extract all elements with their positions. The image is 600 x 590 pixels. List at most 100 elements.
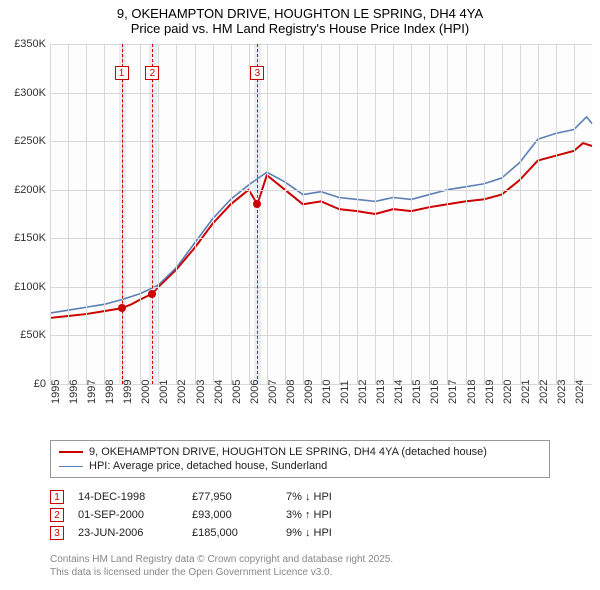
y-axis-label: £200K — [2, 184, 46, 196]
sales-price: £77,950 — [192, 491, 272, 503]
sales-table: 1 14-DEC-1998 £77,950 7% ↓ HPI 2 01-SEP-2000 £… — [50, 488, 366, 542]
x-axis-label: 2017 — [447, 380, 459, 404]
x-axis-label: 1999 — [122, 380, 134, 404]
x-axis-label: 2023 — [556, 380, 568, 404]
gridline-v — [176, 44, 177, 384]
x-axis-label: 2018 — [466, 380, 478, 404]
x-axis-label: 2009 — [303, 380, 315, 404]
x-axis-label: 2005 — [231, 380, 243, 404]
legend-swatch-series2 — [59, 466, 83, 467]
sale-dot — [253, 200, 261, 208]
plot-region: 1 2 3 — [50, 44, 592, 384]
x-axis-label: 2010 — [321, 380, 333, 404]
gridline-v — [249, 44, 250, 384]
gridline-v — [357, 44, 358, 384]
y-axis-label: £50K — [2, 329, 46, 341]
x-axis-label: 2007 — [267, 380, 279, 404]
sales-date: 01-SEP-2000 — [78, 509, 178, 521]
sales-marker-ref: 3 — [50, 526, 64, 540]
sale-marker-line — [122, 44, 123, 384]
sales-hpi-delta: 7% ↓ HPI — [286, 491, 366, 503]
gridline-v — [393, 44, 394, 384]
y-axis-label: £250K — [2, 135, 46, 147]
x-axis-label: 1998 — [104, 380, 116, 404]
x-axis-label: 2013 — [375, 380, 387, 404]
sales-marker-ref: 1 — [50, 490, 64, 504]
gridline-v — [285, 44, 286, 384]
gridline-v — [195, 44, 196, 384]
gridline-v — [574, 44, 575, 384]
legend-label-series2: HPI: Average price, detached house, Sund… — [89, 460, 327, 472]
legend-row: HPI: Average price, detached house, Sund… — [59, 459, 541, 473]
x-axis-label: 2020 — [502, 380, 514, 404]
x-axis-label: 2001 — [158, 380, 170, 404]
x-axis-label: 1996 — [68, 380, 80, 404]
sale-dot — [118, 304, 126, 312]
gridline-v — [231, 44, 232, 384]
gridline-v — [538, 44, 539, 384]
gridline-v — [140, 44, 141, 384]
x-axis-label: 2012 — [357, 380, 369, 404]
legend-label-series1: 9, OKEHAMPTON DRIVE, HOUGHTON LE SPRING,… — [89, 446, 487, 458]
sales-price: £93,000 — [192, 509, 272, 521]
sale-dot — [148, 290, 156, 298]
sales-hpi-delta: 3% ↑ HPI — [286, 509, 366, 521]
footnote-line1: Contains HM Land Registry data © Crown c… — [50, 554, 393, 567]
x-axis-label: 2011 — [339, 380, 351, 404]
legend-box: 9, OKEHAMPTON DRIVE, HOUGHTON LE SPRING,… — [50, 440, 550, 478]
sales-hpi-delta: 9% ↓ HPI — [286, 527, 366, 539]
title-line2: Price paid vs. HM Land Registry's House … — [0, 21, 600, 36]
sale-marker-box: 3 — [250, 66, 264, 80]
x-axis-label: 2000 — [140, 380, 152, 404]
gridline-v — [411, 44, 412, 384]
x-axis-label: 1997 — [86, 380, 98, 404]
gridline-v — [267, 44, 268, 384]
sales-date: 23-JUN-2006 — [78, 527, 178, 539]
gridline-v — [520, 44, 521, 384]
y-axis-label: £350K — [2, 38, 46, 50]
gridline-v — [86, 44, 87, 384]
x-axis-label: 2021 — [520, 380, 532, 404]
gridline-v — [321, 44, 322, 384]
gridline-v — [556, 44, 557, 384]
gridline-v — [502, 44, 503, 384]
gridline-v — [339, 44, 340, 384]
chart-area: 123 £0£50K£100K£150K£200K£250K£300K£350K… — [8, 44, 592, 414]
x-axis-label: 2004 — [213, 380, 225, 404]
x-axis-label: 2015 — [411, 380, 423, 404]
x-axis-label: 2002 — [176, 380, 188, 404]
footnote: Contains HM Land Registry data © Crown c… — [50, 554, 393, 579]
x-axis-label: 2022 — [538, 380, 550, 404]
x-axis-label: 2008 — [285, 380, 297, 404]
x-axis-label: 2016 — [429, 380, 441, 404]
footnote-line2: This data is licensed under the Open Gov… — [50, 567, 393, 580]
legend-swatch-series1 — [59, 451, 83, 453]
gridline-v — [447, 44, 448, 384]
y-axis-label: £300K — [2, 87, 46, 99]
gridline-v — [303, 44, 304, 384]
x-axis-label: 2003 — [195, 380, 207, 404]
sales-table-row: 2 01-SEP-2000 £93,000 3% ↑ HPI — [50, 506, 366, 524]
title-line1: 9, OKEHAMPTON DRIVE, HOUGHTON LE SPRING,… — [0, 6, 600, 21]
title-block: 9, OKEHAMPTON DRIVE, HOUGHTON LE SPRING,… — [0, 0, 600, 38]
x-axis-label: 2014 — [393, 380, 405, 404]
sales-table-row: 323-JUN-2006£185,0009% ↓ HPI — [50, 524, 366, 542]
sale-marker-line — [152, 44, 153, 384]
gridline-v — [484, 44, 485, 384]
gridline-v — [375, 44, 376, 384]
gridline-v — [429, 44, 430, 384]
sales-marker-ref: 2 — [50, 508, 64, 522]
sale-marker-line — [257, 44, 258, 384]
y-axis-label: £0 — [2, 378, 46, 390]
y-axis-label: £100K — [2, 281, 46, 293]
sale-marker-box: 2 — [145, 66, 159, 80]
x-axis-label: 2024 — [574, 380, 586, 404]
x-axis-label: 1995 — [50, 380, 62, 404]
legend-row: 9, OKEHAMPTON DRIVE, HOUGHTON LE SPRING,… — [59, 445, 541, 459]
gridline-v — [213, 44, 214, 384]
x-axis-label: 2019 — [484, 380, 496, 404]
gridline-v — [68, 44, 69, 384]
gridline-v — [50, 44, 51, 384]
sale-marker-box: 1 — [115, 66, 129, 80]
sales-date: 14-DEC-1998 — [78, 491, 178, 503]
